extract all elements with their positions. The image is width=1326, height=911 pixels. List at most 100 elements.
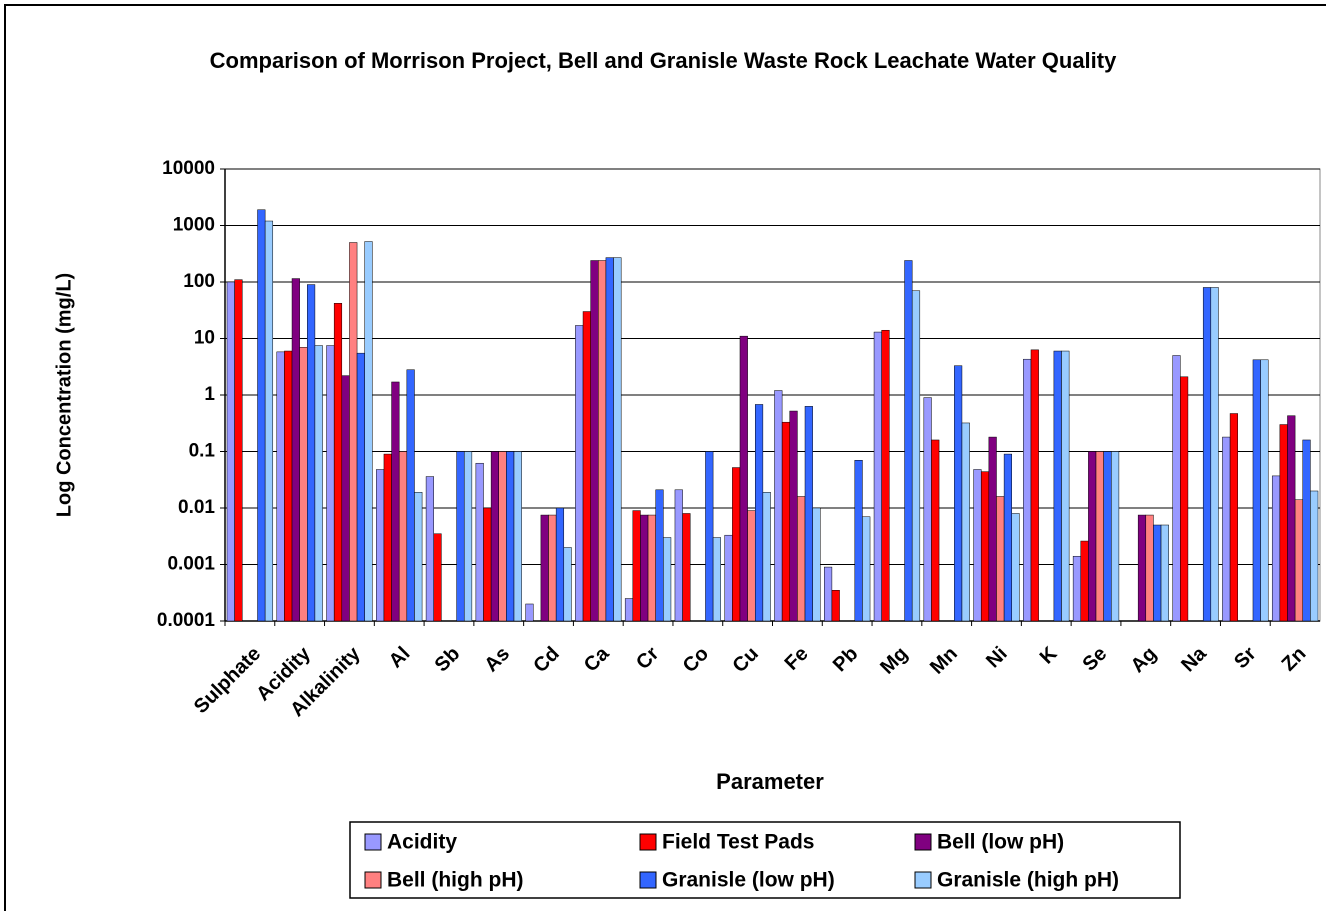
bar	[980, 471, 990, 622]
y-tick-label: 1	[204, 384, 215, 405]
x-tick-label: Cu	[728, 643, 762, 677]
x-tick-label: K	[1036, 642, 1062, 668]
bar	[307, 284, 316, 622]
x-tick-label: Fe	[781, 643, 813, 675]
legend-swatch	[639, 871, 657, 889]
bar	[490, 451, 500, 622]
bar	[299, 347, 308, 622]
bar	[563, 547, 572, 622]
y-tick-label: 100	[183, 271, 215, 292]
bar	[732, 467, 741, 622]
bar	[824, 566, 833, 622]
y-tick-label: 0.001	[167, 554, 215, 575]
bar	[1030, 349, 1039, 622]
legend-swatch	[364, 871, 382, 889]
legend-label: Bell (low pH)	[937, 831, 1064, 854]
y-tick-label: 0.01	[178, 497, 215, 518]
x-tick-label: Ag	[1127, 643, 1161, 677]
bar	[1294, 499, 1303, 622]
x-tick-label: Cr	[632, 643, 663, 674]
y-tick-label: 0.0001	[157, 610, 216, 631]
legend-label: Granisle (low pH)	[662, 869, 835, 892]
bar	[598, 260, 607, 622]
bar	[881, 329, 890, 622]
bar	[988, 436, 997, 622]
bar	[391, 381, 400, 622]
bar	[804, 406, 813, 622]
bar	[747, 510, 756, 622]
bar	[314, 345, 323, 622]
bar	[1229, 413, 1238, 622]
y-tick-label: 10000	[162, 158, 215, 179]
bar	[1279, 424, 1288, 622]
bar	[513, 451, 522, 622]
legend-label: Bell (high pH)	[387, 869, 523, 892]
x-tick-label: Na	[1177, 642, 1211, 676]
bar	[575, 325, 584, 622]
bar	[682, 513, 691, 622]
bar	[774, 390, 783, 622]
bar	[264, 220, 274, 622]
bar	[406, 369, 415, 622]
y-axis-label: Log Concentration (mg/L)	[53, 273, 75, 517]
bar	[613, 257, 622, 622]
bar	[398, 451, 408, 622]
x-tick-label: Sb	[431, 643, 465, 677]
bar	[483, 507, 492, 622]
bar	[1111, 451, 1120, 622]
y-tick-label: 0.1	[189, 441, 216, 462]
y-tick-label: 1000	[173, 215, 215, 236]
bar	[1145, 514, 1154, 622]
bar	[226, 281, 235, 622]
bar	[257, 209, 266, 622]
bar	[1003, 453, 1012, 622]
bar	[973, 469, 982, 622]
bar	[356, 352, 365, 622]
bar	[655, 489, 664, 622]
bar	[364, 241, 373, 622]
bar	[1310, 490, 1319, 622]
bar	[349, 242, 358, 622]
bar	[712, 537, 721, 622]
bar	[996, 496, 1005, 622]
bar	[632, 510, 641, 622]
y-tick-label: 10	[194, 328, 215, 349]
x-tick-label: Ni	[982, 643, 1012, 673]
bar	[234, 279, 243, 622]
legend-swatch	[914, 833, 932, 851]
x-tick-label: Al	[385, 643, 415, 673]
legend-label: Granisle (high pH)	[937, 869, 1119, 892]
legend-swatch	[914, 871, 932, 889]
bar	[1088, 451, 1097, 622]
bar	[506, 451, 515, 622]
bar	[540, 514, 549, 622]
bar	[797, 496, 806, 622]
bar	[931, 439, 940, 622]
bar	[862, 516, 871, 622]
bar	[831, 590, 840, 622]
x-tick-label: As	[480, 643, 514, 677]
bar	[739, 335, 748, 622]
bar	[414, 492, 423, 622]
chart-title: Comparison of Morrison Project, Bell and…	[209, 48, 1117, 73]
x-tick-label: Mg	[876, 643, 912, 679]
bar	[1137, 514, 1147, 622]
bar	[525, 603, 534, 622]
bar	[754, 404, 764, 622]
bar	[425, 476, 434, 622]
bar	[433, 533, 442, 622]
frame	[4, 4, 1326, 911]
x-tick-label: Sr	[1230, 643, 1261, 674]
bar	[463, 451, 473, 622]
bar	[873, 331, 882, 622]
x-tick-label: Sulphate	[190, 643, 265, 718]
bar	[674, 489, 683, 622]
bar	[498, 451, 507, 622]
bar	[1302, 439, 1311, 622]
x-tick-label: Mn	[926, 643, 962, 679]
legend-swatch	[364, 833, 382, 851]
bar	[923, 397, 932, 622]
bar	[376, 469, 385, 622]
